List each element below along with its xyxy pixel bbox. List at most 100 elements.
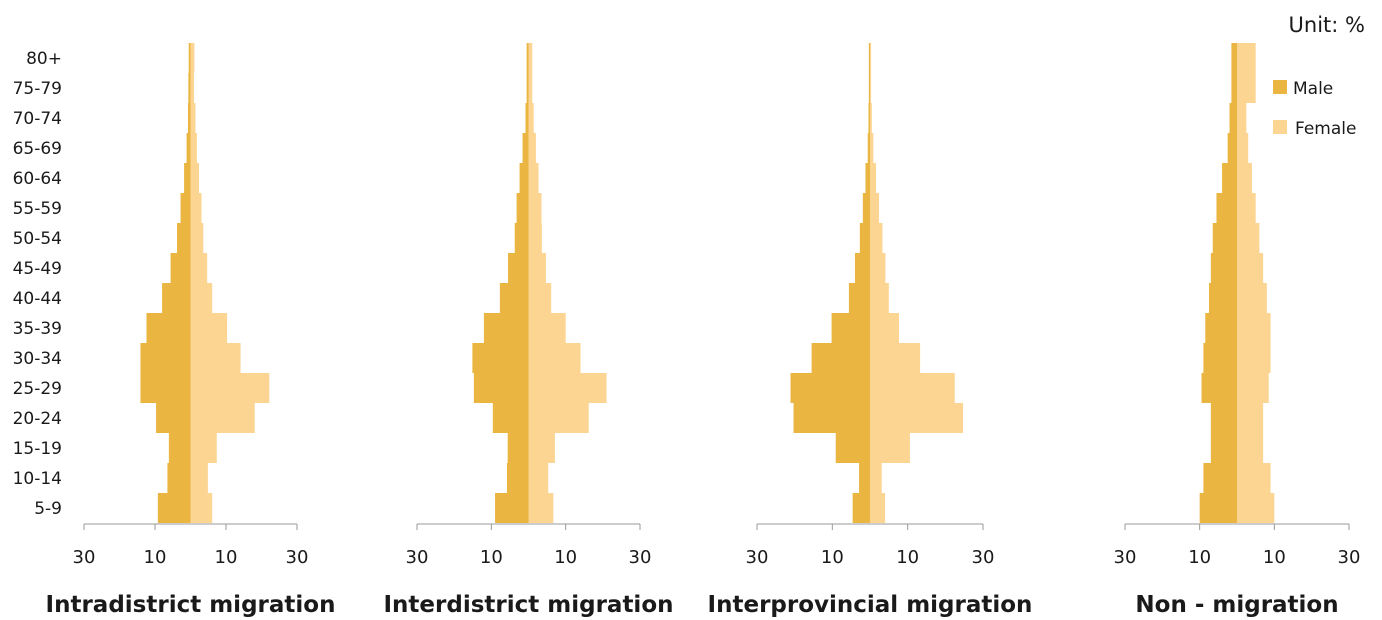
male-bar (506, 463, 529, 493)
male-bar (1216, 193, 1237, 223)
female-bar (190, 103, 196, 133)
male-bar (848, 283, 870, 313)
male-bar (516, 193, 529, 223)
male-bar (495, 493, 529, 523)
female-bar (870, 493, 886, 523)
male-bar (835, 433, 870, 463)
female-bar (870, 43, 872, 73)
female-bar (1237, 73, 1256, 103)
male-bar (180, 193, 191, 223)
female-bar (190, 283, 213, 313)
female-bar (190, 493, 213, 523)
female-bar (528, 193, 542, 223)
female-bar (870, 223, 883, 253)
female-bar (1237, 493, 1275, 523)
female-bar (190, 343, 241, 373)
male-bar (472, 343, 529, 373)
male-bar (854, 253, 870, 283)
male-bar (162, 283, 191, 313)
female-bar (1237, 193, 1256, 223)
x-tick-label: 10 (215, 547, 238, 568)
age-label: 65-69 (13, 139, 62, 159)
male-bar (507, 433, 529, 463)
male-bar (1203, 343, 1237, 373)
male-bar (522, 133, 529, 163)
female-bar (1237, 133, 1249, 163)
female-bar (1237, 223, 1260, 253)
male-bar (168, 433, 191, 463)
age-label: 60-64 (13, 169, 62, 189)
female-bar (870, 283, 889, 313)
male-bar (140, 373, 191, 403)
x-tick-label: 30 (972, 547, 995, 568)
female-bar (190, 403, 255, 433)
female-bar (190, 433, 217, 463)
male-bar (790, 373, 870, 403)
age-label: 45-49 (13, 259, 62, 279)
age-axis-labels: 80+ 75-79 70-74 65-69 60-64 55-59 50-54 45-49 40… (13, 49, 62, 519)
female-bar (870, 463, 882, 493)
age-label: 5-9 (34, 499, 62, 519)
female-bar (870, 103, 872, 133)
male-bar (852, 493, 870, 523)
panel-title: Non - migration (1135, 592, 1338, 618)
female-bar (870, 253, 886, 283)
age-label: 35-39 (13, 319, 62, 339)
male-bar (184, 163, 191, 193)
male-bar (526, 43, 529, 73)
x-tick-label: 10 (144, 547, 167, 568)
male-bar (868, 73, 870, 103)
age-label: 75-79 (13, 79, 62, 99)
male-bar (1210, 403, 1237, 433)
legend-swatch-male (1273, 80, 1287, 94)
male-bar (1205, 313, 1237, 343)
female-bar (870, 433, 910, 463)
female-bar (1237, 403, 1264, 433)
male-bar (519, 163, 529, 193)
male-bar (188, 73, 191, 103)
age-label: 15-19 (13, 439, 62, 459)
male-bar (146, 313, 191, 343)
female-bar (190, 373, 270, 403)
panel-title: Intradistrict migration (46, 592, 336, 618)
male-bar (831, 313, 870, 343)
panel-title: Interprovincial migration (708, 592, 1033, 618)
male-bar (492, 403, 529, 433)
pyramid-panels: 30 10 10 30 Intradistrict migration 30 10 10 30 I… (46, 43, 1360, 618)
legend-swatch-female (1273, 120, 1287, 134)
x-tick-label: 30 (629, 547, 652, 568)
unit-label: Unit: % (1289, 13, 1365, 37)
female-bar (870, 313, 900, 343)
age-label: 20-24 (13, 409, 62, 429)
age-label: 55-59 (13, 199, 62, 219)
age-label: 40-44 (13, 289, 62, 309)
male-bar (1203, 463, 1237, 493)
male-bar (1210, 253, 1237, 283)
female-bar (1237, 463, 1271, 493)
male-bar (1212, 223, 1237, 253)
female-bar (1237, 43, 1256, 73)
male-bar (1222, 163, 1237, 193)
age-label: 80+ (26, 49, 62, 69)
male-bar (811, 343, 870, 373)
panel-title: Interdistrict migration (384, 592, 674, 618)
female-bar (528, 493, 554, 523)
female-bar (870, 163, 877, 193)
female-bar (870, 133, 874, 163)
male-bar (859, 463, 870, 493)
female-bar (528, 73, 533, 103)
male-bar (1209, 283, 1237, 313)
x-tick-label: 10 (554, 547, 577, 568)
x-tick-label: 30 (406, 547, 429, 568)
x-tick-label: 10 (480, 547, 503, 568)
age-label: 70-74 (13, 109, 62, 129)
female-bar (870, 73, 872, 103)
x-tick-label: 30 (1114, 547, 1137, 568)
female-bar (1237, 343, 1271, 373)
female-bar (528, 253, 546, 283)
male-bar (157, 493, 191, 523)
legend-label-female: Female (1295, 119, 1356, 139)
female-bar (1237, 253, 1264, 283)
age-label: 30-34 (13, 349, 62, 369)
